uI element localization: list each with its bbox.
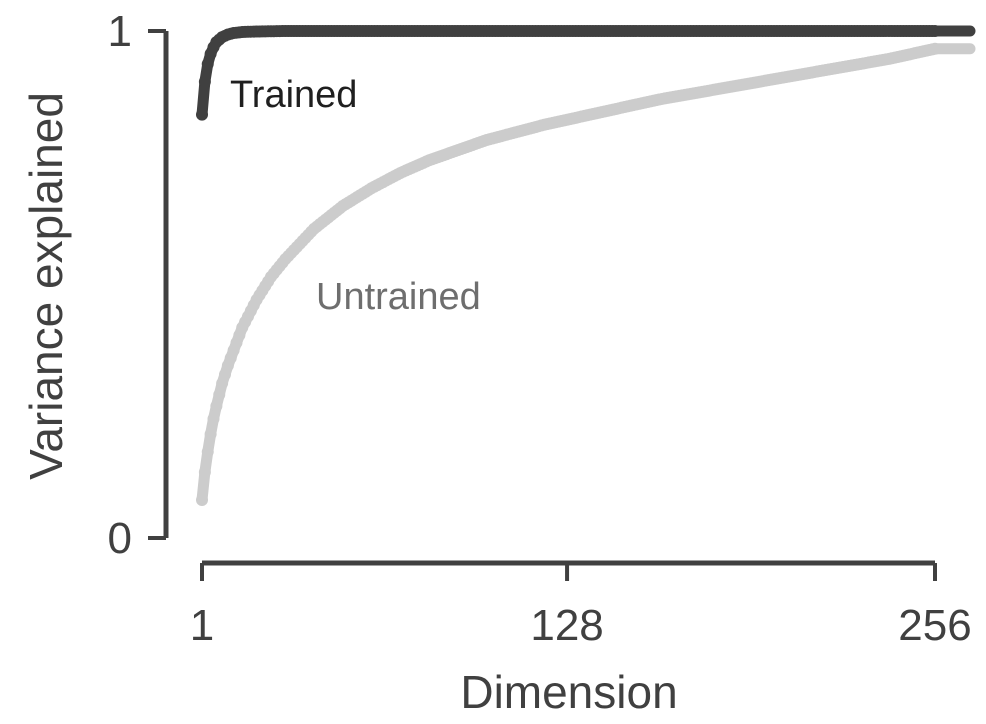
y-axis-label: Variance explained bbox=[20, 92, 72, 480]
series-label-untrained: Untrained bbox=[316, 276, 481, 318]
series-layer bbox=[196, 25, 976, 506]
data-point bbox=[196, 493, 208, 506]
data-point bbox=[201, 57, 214, 70]
data-point bbox=[929, 42, 941, 55]
y-axis: 01 Variance explained bbox=[20, 7, 169, 563]
x-tick-label: 128 bbox=[530, 601, 603, 650]
x-tick-label: 256 bbox=[898, 601, 971, 650]
y-tick-label: 1 bbox=[108, 7, 132, 56]
data-point bbox=[213, 388, 226, 401]
plot-area: Trained Untrained bbox=[196, 25, 976, 506]
data-point bbox=[929, 25, 941, 37]
data-point bbox=[207, 412, 220, 425]
data-point bbox=[204, 428, 217, 441]
data-point bbox=[210, 400, 223, 413]
series-trained bbox=[196, 25, 976, 121]
y-tick-label: 0 bbox=[108, 514, 132, 563]
x-axis: 1 128 256 Dimension bbox=[190, 560, 972, 718]
series-untrained bbox=[196, 42, 976, 506]
x-tick-label: 1 bbox=[190, 601, 214, 650]
x-ticks: 1 128 256 bbox=[190, 563, 972, 650]
data-point bbox=[198, 75, 211, 88]
data-point bbox=[201, 445, 214, 458]
data-point bbox=[196, 108, 208, 121]
series-label-trained: Trained bbox=[230, 74, 357, 116]
x-axis-label: Dimension bbox=[460, 666, 677, 718]
data-point bbox=[198, 466, 211, 479]
series-label-layer: Trained Untrained bbox=[230, 74, 481, 318]
y-ticks: 01 bbox=[108, 7, 166, 563]
